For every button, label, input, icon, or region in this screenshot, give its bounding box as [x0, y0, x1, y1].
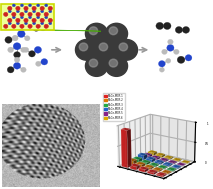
- Circle shape: [159, 67, 164, 72]
- Circle shape: [167, 44, 174, 51]
- Circle shape: [36, 12, 40, 16]
- Circle shape: [40, 18, 44, 22]
- Circle shape: [85, 23, 108, 44]
- Circle shape: [13, 36, 18, 41]
- Circle shape: [85, 56, 108, 76]
- Circle shape: [185, 55, 192, 61]
- Polygon shape: [38, 30, 101, 31]
- Circle shape: [99, 43, 108, 51]
- Circle shape: [174, 49, 179, 54]
- Circle shape: [13, 43, 21, 50]
- Circle shape: [79, 43, 88, 51]
- Circle shape: [28, 12, 32, 16]
- Circle shape: [40, 25, 46, 31]
- Circle shape: [119, 43, 128, 51]
- Circle shape: [12, 12, 16, 16]
- Circle shape: [5, 36, 12, 43]
- Circle shape: [16, 10, 19, 13]
- Circle shape: [13, 62, 21, 69]
- Circle shape: [16, 22, 19, 25]
- Circle shape: [40, 6, 44, 10]
- Circle shape: [44, 12, 48, 16]
- Circle shape: [156, 22, 164, 29]
- Circle shape: [8, 18, 12, 22]
- Circle shape: [28, 24, 32, 28]
- Circle shape: [12, 16, 15, 19]
- Circle shape: [163, 22, 171, 29]
- Circle shape: [20, 24, 24, 28]
- Circle shape: [33, 10, 36, 13]
- Circle shape: [24, 6, 28, 10]
- Circle shape: [23, 47, 29, 52]
- Circle shape: [89, 59, 98, 67]
- Circle shape: [16, 18, 20, 22]
- Circle shape: [29, 4, 32, 7]
- Circle shape: [36, 24, 40, 28]
- Circle shape: [166, 58, 171, 63]
- Circle shape: [4, 12, 8, 16]
- Circle shape: [105, 56, 128, 76]
- Circle shape: [8, 6, 12, 10]
- Circle shape: [8, 47, 14, 53]
- Circle shape: [89, 27, 98, 35]
- Circle shape: [36, 61, 41, 66]
- Circle shape: [16, 6, 20, 10]
- Circle shape: [33, 22, 36, 25]
- Circle shape: [20, 4, 23, 7]
- Circle shape: [48, 18, 52, 22]
- Circle shape: [4, 24, 8, 28]
- Circle shape: [182, 26, 190, 33]
- Circle shape: [12, 24, 16, 28]
- Circle shape: [45, 16, 48, 19]
- Circle shape: [34, 46, 42, 53]
- Circle shape: [24, 18, 28, 22]
- Circle shape: [105, 23, 128, 44]
- Circle shape: [12, 4, 15, 7]
- Circle shape: [48, 6, 52, 10]
- Circle shape: [21, 67, 26, 72]
- Circle shape: [41, 59, 48, 65]
- Circle shape: [24, 36, 30, 41]
- Circle shape: [14, 52, 20, 58]
- Circle shape: [95, 40, 118, 60]
- Circle shape: [12, 35, 18, 40]
- Circle shape: [20, 12, 24, 16]
- Circle shape: [29, 51, 35, 57]
- Circle shape: [17, 30, 25, 37]
- Circle shape: [109, 27, 118, 35]
- Circle shape: [24, 10, 27, 13]
- Circle shape: [14, 57, 20, 62]
- Circle shape: [7, 67, 14, 73]
- Circle shape: [37, 4, 40, 7]
- Circle shape: [175, 26, 183, 33]
- Circle shape: [44, 24, 48, 28]
- Circle shape: [19, 25, 24, 30]
- Circle shape: [37, 16, 40, 19]
- Legend: MnCe-MOF-1, MnCe-MOF-2, MnCe-MOF-3, MnCe-MOF-4, MnCe-MOF-5, MnCe-MOF-6: MnCe-MOF-1, MnCe-MOF-2, MnCe-MOF-3, MnCe…: [103, 93, 125, 121]
- Circle shape: [8, 10, 11, 13]
- Circle shape: [32, 6, 36, 10]
- Circle shape: [33, 25, 40, 31]
- Circle shape: [49, 10, 52, 13]
- Circle shape: [177, 56, 185, 63]
- Circle shape: [8, 22, 11, 25]
- Circle shape: [158, 61, 165, 67]
- Circle shape: [49, 22, 52, 25]
- Circle shape: [75, 40, 98, 60]
- Circle shape: [109, 59, 118, 67]
- Circle shape: [21, 47, 26, 52]
- Circle shape: [32, 18, 36, 22]
- FancyBboxPatch shape: [1, 4, 54, 30]
- Circle shape: [168, 39, 173, 44]
- Circle shape: [162, 49, 167, 54]
- Circle shape: [41, 10, 44, 13]
- Circle shape: [45, 4, 48, 7]
- Circle shape: [29, 16, 32, 19]
- Circle shape: [41, 22, 44, 25]
- Circle shape: [20, 16, 23, 19]
- Circle shape: [115, 40, 138, 60]
- Circle shape: [24, 22, 27, 25]
